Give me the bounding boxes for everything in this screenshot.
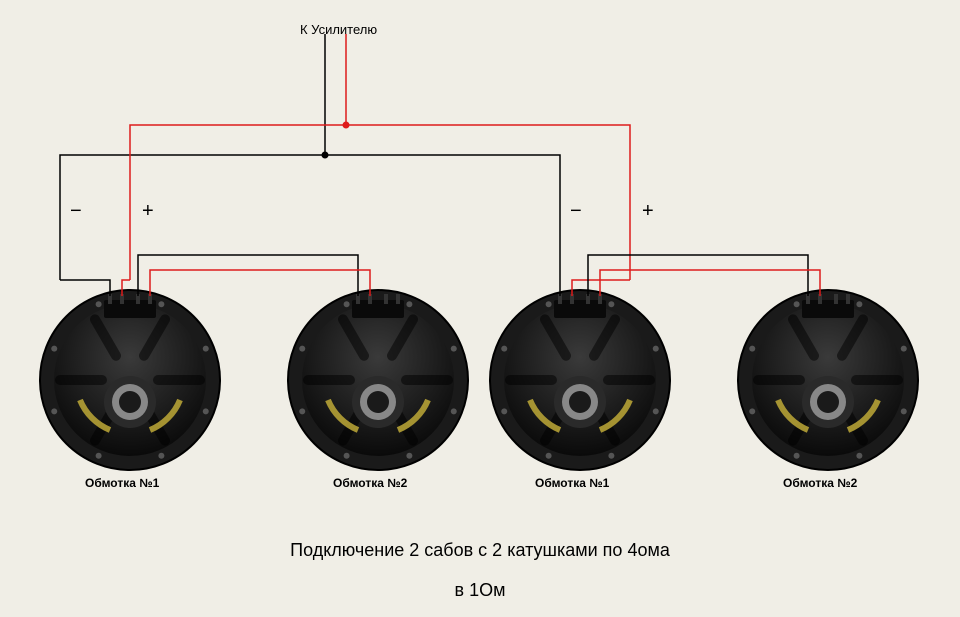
plus-mark: + xyxy=(142,200,154,223)
plus-mark: + xyxy=(642,200,654,223)
amplifier-label: К Усилителю xyxy=(300,22,377,37)
speakers-group xyxy=(40,290,918,470)
positive-wires xyxy=(130,34,630,280)
coil-label: Обмотка №2 xyxy=(333,476,407,490)
wiring-diagram-svg xyxy=(0,0,960,617)
caption-line-1: Подключение 2 сабов с 2 катушками по 4ом… xyxy=(0,540,960,561)
terminal-stubs xyxy=(60,255,820,296)
minus-mark: − xyxy=(570,200,582,223)
coil-label: Обмотка №1 xyxy=(85,476,159,490)
caption-line-2: в 1Ом xyxy=(0,580,960,601)
minus-mark: − xyxy=(70,200,82,223)
coil-label: Обмотка №2 xyxy=(783,476,857,490)
coil-label: Обмотка №1 xyxy=(535,476,609,490)
negative-wires xyxy=(60,34,560,280)
